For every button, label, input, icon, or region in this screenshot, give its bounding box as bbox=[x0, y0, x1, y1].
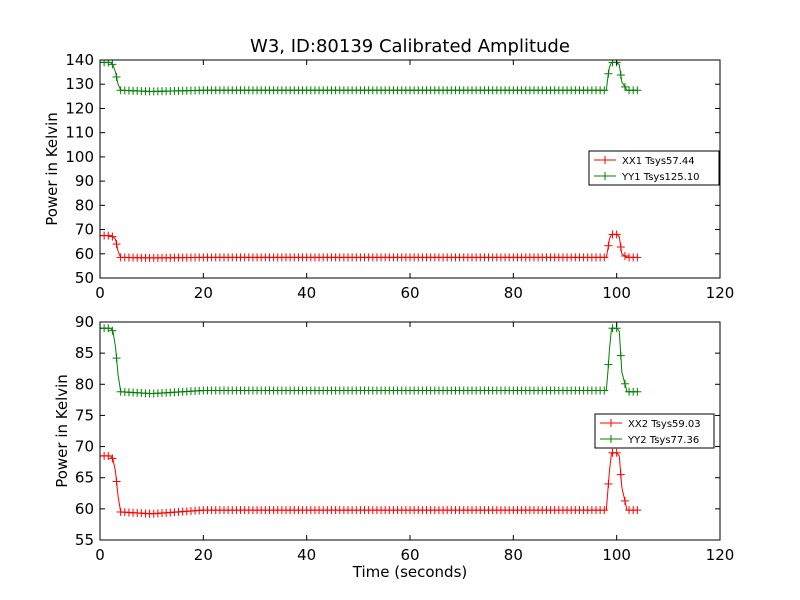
data-point bbox=[616, 71, 625, 80]
legend-label-1: YY2 Tsys77.36 bbox=[627, 435, 699, 446]
x-axis-label: Time (seconds) bbox=[352, 563, 468, 581]
x-tick-label: 0 bbox=[95, 546, 105, 564]
data-point bbox=[108, 326, 117, 335]
x-tick-label: 80 bbox=[504, 546, 523, 564]
y-tick-label: 55 bbox=[75, 531, 94, 549]
y-tick-label: 70 bbox=[75, 221, 94, 239]
y-tick-label: 120 bbox=[65, 99, 94, 117]
x-tick-label: 60 bbox=[400, 284, 419, 302]
legend-box bbox=[594, 413, 715, 449]
data-point bbox=[600, 253, 609, 262]
x-tick-label: 100 bbox=[602, 284, 631, 302]
data-point bbox=[616, 470, 625, 479]
y-tick-label: 90 bbox=[75, 313, 94, 331]
data-point bbox=[604, 69, 613, 78]
plot-area bbox=[100, 324, 642, 518]
legend: XX1 Tsys57.44 YY1 Tsys125.10 bbox=[588, 150, 720, 186]
y-tick-label: 90 bbox=[75, 172, 94, 190]
x-tick-label: 80 bbox=[504, 284, 523, 302]
x-tick-label: 60 bbox=[400, 546, 419, 564]
data-point bbox=[600, 386, 609, 395]
data-point bbox=[604, 241, 613, 250]
data-point bbox=[108, 232, 117, 241]
data-point bbox=[616, 351, 625, 360]
legend-marker-1 bbox=[607, 435, 615, 443]
data-point bbox=[600, 86, 609, 95]
y-axis-label: Power in Kelvin bbox=[43, 112, 61, 226]
legend-marker-0 bbox=[607, 419, 615, 427]
y-tick-label: 130 bbox=[65, 75, 94, 93]
y-tick-label: 60 bbox=[75, 500, 94, 518]
data-point bbox=[633, 253, 642, 262]
data-point bbox=[633, 387, 642, 396]
data-point bbox=[104, 231, 113, 240]
top-panel: 0 20 40 60 80 100 120 50 60 70 80 90 100 110 120 130 140… bbox=[43, 51, 734, 302]
y-tick-label: 60 bbox=[75, 245, 94, 263]
legend-marker-1 bbox=[601, 172, 609, 180]
y-tick-label: 110 bbox=[65, 124, 94, 142]
x-tick-label: 40 bbox=[297, 546, 316, 564]
x-tick-label: 20 bbox=[194, 546, 213, 564]
legend-label-0: XX1 Tsys57.44 bbox=[622, 156, 695, 167]
legend-marker-0 bbox=[601, 156, 609, 164]
data-point bbox=[104, 324, 113, 333]
data-point bbox=[600, 506, 609, 515]
bottom-panel: 0 20 40 60 80 100 120 55 60 65 70 75 80 85 90 Power in … bbox=[53, 313, 734, 581]
y-axis-label: Power in Kelvin bbox=[53, 374, 71, 488]
data-point bbox=[620, 82, 629, 91]
y-tick-label: 85 bbox=[75, 344, 94, 362]
data-point bbox=[108, 454, 117, 463]
data-point bbox=[620, 379, 629, 388]
data-point bbox=[604, 479, 613, 488]
x-tick-label: 120 bbox=[706, 546, 735, 564]
data-point bbox=[112, 72, 121, 81]
y-tick-label: 70 bbox=[75, 438, 94, 456]
chart-title: W3, ID:80139 Calibrated Amplitude bbox=[250, 36, 570, 57]
data-point bbox=[112, 477, 121, 486]
data-point bbox=[633, 506, 642, 515]
data-point bbox=[616, 242, 625, 251]
x-tick-label: 20 bbox=[194, 284, 213, 302]
data-point bbox=[620, 251, 629, 260]
data-point bbox=[108, 60, 117, 69]
data-point bbox=[620, 496, 629, 505]
plot-area bbox=[100, 60, 642, 262]
y-tick-label: 80 bbox=[75, 375, 94, 393]
data-point bbox=[612, 448, 621, 457]
x-tick-label: 40 bbox=[297, 284, 316, 302]
legend: XX2 Tsys59.03 YY2 Tsys77.36 bbox=[594, 413, 715, 449]
x-tick-label: 100 bbox=[602, 546, 631, 564]
y-tick-label: 80 bbox=[75, 196, 94, 214]
x-tick-label: 120 bbox=[706, 284, 735, 302]
y-tick-label: 65 bbox=[75, 469, 94, 487]
data-point bbox=[633, 86, 642, 95]
data-point bbox=[104, 60, 113, 67]
data-point bbox=[112, 354, 121, 363]
data-point bbox=[104, 451, 113, 460]
data-point bbox=[112, 240, 121, 249]
legend-box bbox=[588, 150, 720, 186]
y-tick-label: 140 bbox=[65, 51, 94, 69]
y-tick-label: 100 bbox=[65, 148, 94, 166]
legend-label-1: YY1 Tsys125.10 bbox=[621, 172, 700, 183]
x-tick-label: 0 bbox=[95, 284, 105, 302]
legend-label-0: XX2 Tsys59.03 bbox=[628, 419, 701, 430]
y-tick-label: 50 bbox=[75, 269, 94, 287]
data-point bbox=[612, 230, 621, 239]
data-point bbox=[604, 360, 613, 369]
y-tick-label: 75 bbox=[75, 406, 94, 424]
